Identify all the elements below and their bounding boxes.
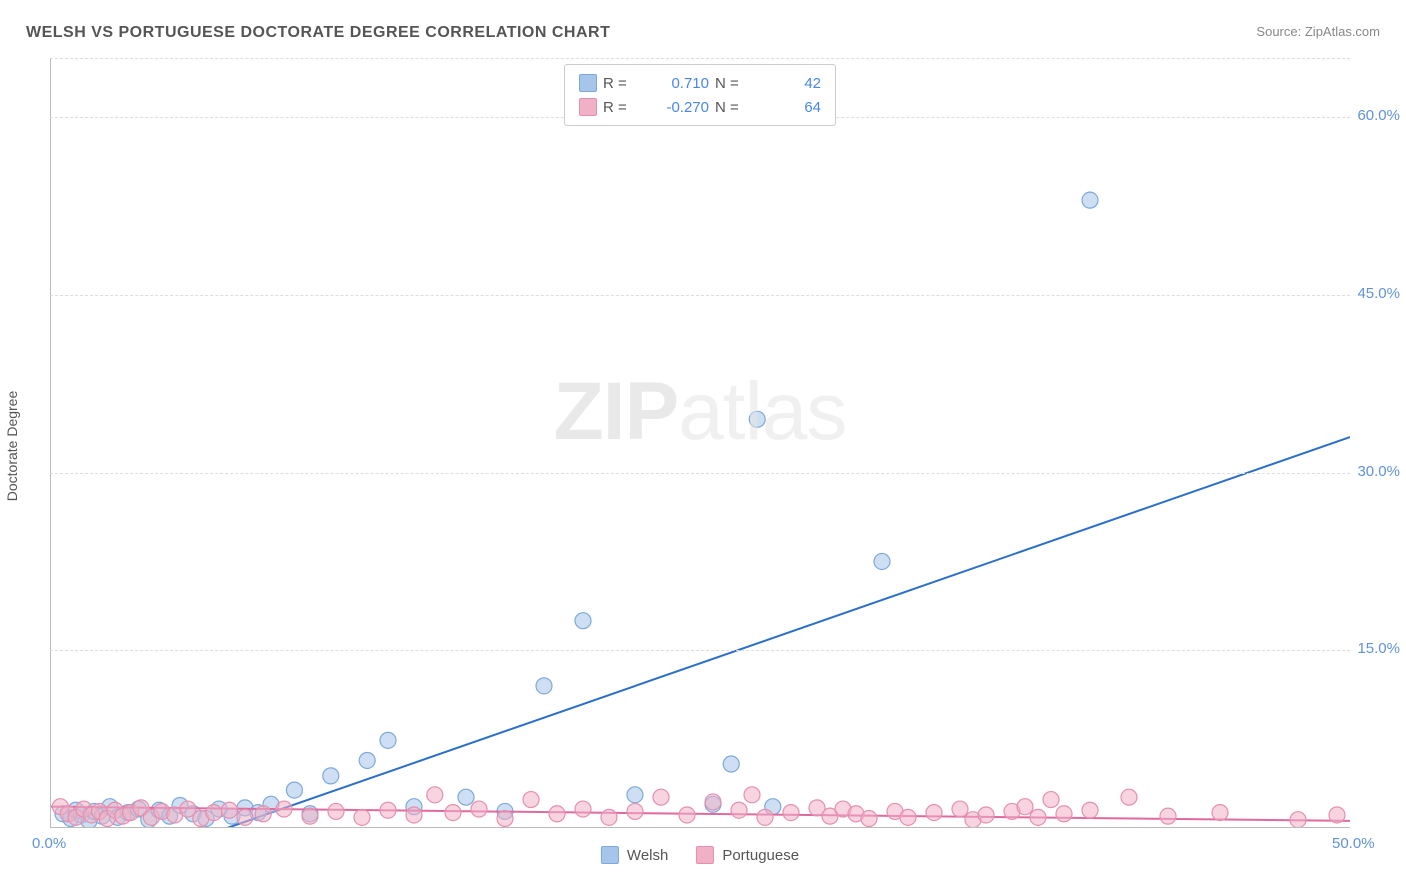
x-tick-label: 50.0% [1332, 835, 1375, 852]
scatter-point [1212, 805, 1228, 821]
scatter-point [627, 803, 643, 819]
legend-swatch-portuguese [696, 846, 714, 864]
scatter-point [359, 752, 375, 768]
scatter-svg [50, 58, 1350, 828]
r-value-welsh: 0.710 [645, 75, 709, 92]
legend-row-welsh: R = 0.710 N = 42 [579, 71, 821, 95]
series-legend: Welsh Portuguese [601, 846, 799, 864]
n-value-portuguese: 64 [757, 99, 821, 116]
chart-plot-area: ZIPatlas 15.0%30.0%45.0%60.0% 0.0%50.0% … [50, 58, 1350, 828]
scatter-point [427, 787, 443, 803]
scatter-point [757, 809, 773, 825]
scatter-point [744, 787, 760, 803]
scatter-point [679, 807, 695, 823]
scatter-point [206, 805, 222, 821]
scatter-point [237, 809, 253, 825]
scatter-point [653, 789, 669, 805]
scatter-point [255, 806, 271, 822]
scatter-point [731, 802, 747, 818]
source-attribution: Source: ZipAtlas.com [1256, 24, 1380, 39]
regression-line-welsh [193, 437, 1350, 828]
scatter-point [723, 756, 739, 772]
scatter-point [302, 808, 318, 824]
scatter-point [445, 805, 461, 821]
n-label: N = [715, 99, 751, 116]
y-axis-label: Doctorate Degree [4, 391, 20, 502]
scatter-point [1082, 802, 1098, 818]
scatter-point [705, 794, 721, 810]
scatter-point [286, 782, 302, 798]
scatter-point [380, 802, 396, 818]
chart-title: WELSH VS PORTUGUESE DOCTORATE DEGREE COR… [26, 24, 610, 42]
y-axis-line [50, 58, 51, 828]
scatter-point [601, 809, 617, 825]
scatter-point [380, 732, 396, 748]
scatter-point [536, 678, 552, 694]
scatter-point [1082, 192, 1098, 208]
scatter-point [1056, 806, 1072, 822]
r-label: R = [603, 75, 639, 92]
scatter-point [861, 811, 877, 827]
legend-item-welsh: Welsh [601, 846, 668, 864]
x-axis-line [50, 827, 1350, 828]
source-label: Source: [1256, 24, 1301, 39]
r-label: R = [603, 99, 639, 116]
scatter-point [1017, 799, 1033, 815]
legend-swatch-welsh [579, 74, 597, 92]
scatter-point [221, 802, 237, 818]
scatter-point [874, 553, 890, 569]
scatter-point [926, 805, 942, 821]
x-tick-label: 0.0% [32, 835, 66, 852]
scatter-point [1160, 808, 1176, 824]
n-value-welsh: 42 [757, 75, 821, 92]
scatter-point [328, 803, 344, 819]
legend-swatch-welsh [601, 846, 619, 864]
scatter-point [900, 809, 916, 825]
scatter-point [1030, 809, 1046, 825]
legend-swatch-portuguese [579, 98, 597, 116]
r-value-portuguese: -0.270 [645, 99, 709, 116]
correlation-legend: R = 0.710 N = 42 R = -0.270 N = 64 [564, 64, 836, 126]
y-tick-label: 60.0% [1357, 107, 1400, 124]
scatter-point [497, 811, 513, 827]
n-label: N = [715, 75, 751, 92]
legend-label-welsh: Welsh [627, 847, 668, 864]
source-link[interactable]: ZipAtlas.com [1305, 24, 1380, 39]
y-tick-label: 45.0% [1357, 285, 1400, 302]
legend-row-portuguese: R = -0.270 N = 64 [579, 95, 821, 119]
scatter-point [1290, 812, 1306, 828]
scatter-point [952, 801, 968, 817]
scatter-point [323, 768, 339, 784]
legend-item-portuguese: Portuguese [696, 846, 799, 864]
scatter-point [354, 809, 370, 825]
scatter-point [575, 613, 591, 629]
scatter-point [627, 787, 643, 803]
scatter-point [575, 801, 591, 817]
scatter-point [749, 411, 765, 427]
scatter-point [1043, 792, 1059, 808]
y-tick-label: 15.0% [1357, 640, 1400, 657]
scatter-point [783, 805, 799, 821]
scatter-point [978, 807, 994, 823]
scatter-point [406, 807, 422, 823]
scatter-point [458, 789, 474, 805]
y-tick-label: 30.0% [1357, 463, 1400, 480]
scatter-point [1121, 789, 1137, 805]
scatter-point [276, 801, 292, 817]
scatter-point [1329, 807, 1345, 823]
scatter-point [549, 806, 565, 822]
scatter-point [523, 792, 539, 808]
legend-label-portuguese: Portuguese [722, 847, 799, 864]
scatter-point [471, 801, 487, 817]
